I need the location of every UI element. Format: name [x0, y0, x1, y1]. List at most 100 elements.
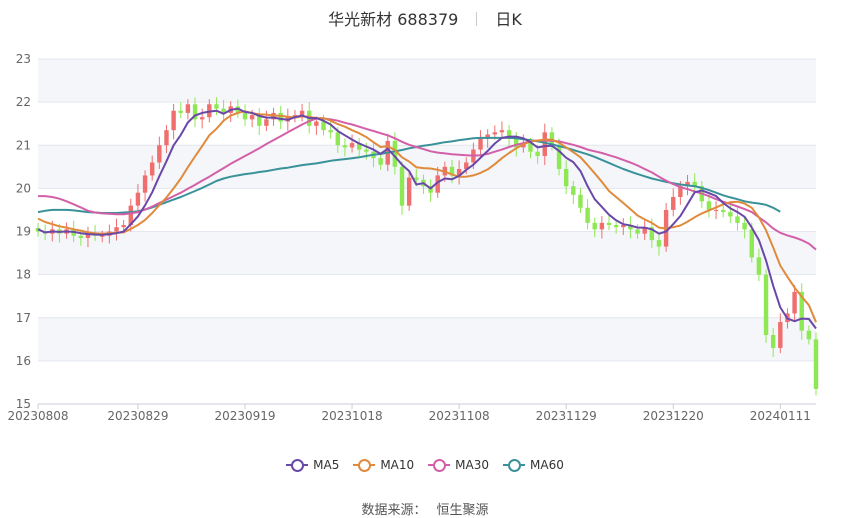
candle-body — [414, 177, 419, 180]
candle-body — [478, 138, 483, 150]
chart-header: 华光新材 688379 日K — [0, 6, 850, 30]
candle-body — [157, 145, 162, 163]
candle-body — [499, 130, 505, 133]
candle-body — [171, 110, 176, 131]
candle-body — [635, 229, 640, 234]
legend-ma60[interactable]: MA60 — [503, 458, 564, 472]
candle-body — [656, 240, 662, 247]
candle-body — [85, 233, 91, 238]
candle-body — [556, 145, 562, 169]
candle-body — [628, 225, 633, 230]
legend-marker-icon — [286, 459, 309, 472]
candle-body — [449, 166, 455, 176]
candle-body — [506, 130, 512, 139]
candle-body — [100, 235, 105, 237]
candle-body — [392, 140, 398, 167]
candle-body — [542, 132, 547, 157]
candle-body — [114, 227, 119, 232]
candle-body — [464, 162, 469, 169]
candle-body — [435, 175, 440, 193]
x-tick-label: 20231220 — [643, 409, 704, 423]
y-tick-label: 15 — [16, 397, 31, 411]
legend-label: MA30 — [455, 458, 490, 472]
candle-body — [692, 181, 697, 187]
candle-body — [606, 222, 612, 226]
grid-band — [38, 231, 816, 275]
candle-body — [599, 222, 605, 230]
period-label[interactable]: 日K — [495, 10, 522, 29]
candle-body — [199, 117, 205, 120]
legend-ma10[interactable]: MA10 — [353, 458, 414, 472]
x-tick-label: 20230808 — [7, 409, 68, 423]
ma30-line — [38, 117, 817, 251]
x-tick-label: 20230829 — [107, 409, 168, 423]
candle-body — [485, 134, 490, 139]
candle-body — [192, 104, 198, 120]
y-tick-label: 23 — [16, 52, 31, 66]
x-tick-label: 20231108 — [429, 409, 490, 423]
candle-body — [742, 222, 747, 230]
grid-band — [38, 59, 816, 103]
candle-body — [621, 225, 626, 228]
legend-marker-icon — [428, 459, 451, 472]
candle-body — [257, 115, 262, 126]
candle-body — [756, 257, 762, 275]
candle-body — [142, 175, 148, 193]
candle-body — [428, 186, 433, 193]
candle-body — [356, 143, 362, 150]
candle-body — [342, 145, 348, 148]
candle-body — [135, 192, 141, 206]
candle-body — [806, 330, 812, 340]
candle-body — [78, 235, 84, 238]
candle-body — [735, 216, 740, 223]
candle-body — [514, 138, 519, 148]
chart-legend: MA5 MA10 MA30 MA60 — [0, 458, 850, 474]
legend-ma5[interactable]: MA5 — [286, 458, 339, 472]
candle-body — [571, 186, 576, 195]
grid-band — [38, 145, 816, 189]
candle-body — [792, 291, 797, 314]
candle-body — [535, 151, 540, 157]
candle-body — [292, 115, 298, 118]
candle-body — [221, 108, 226, 113]
candle-body — [278, 112, 283, 122]
candle-body — [592, 222, 597, 230]
candle-body — [492, 132, 498, 135]
candle-body — [671, 197, 676, 210]
candle-body — [264, 119, 269, 126]
stock-title: 华光新材 688379 — [328, 10, 459, 29]
ma10-line — [37, 110, 817, 323]
kline-chart: 15 16 17 18 19 20 21 22 23 20230808 20230829 202309… — [7, 52, 819, 423]
candle-body — [214, 104, 219, 109]
candle-body — [185, 104, 191, 113]
ma5-line — [37, 107, 817, 330]
candle-body — [649, 227, 655, 241]
candle-body — [314, 121, 319, 126]
legend-ma30[interactable]: MA30 — [428, 458, 489, 472]
candle-body — [678, 186, 683, 197]
candle-body — [685, 181, 690, 187]
x-tick-label: 20240111 — [750, 409, 811, 423]
candle-body — [813, 339, 819, 389]
candle-body — [149, 162, 155, 176]
y-tick-label: 22 — [16, 95, 31, 109]
candle-body — [321, 121, 326, 131]
legend-label: MA60 — [530, 458, 564, 472]
candle-body — [770, 335, 776, 348]
candle-body — [578, 194, 583, 208]
candle-body — [249, 115, 255, 120]
x-tick-label: 20230919 — [214, 409, 275, 423]
candle-body — [749, 229, 754, 258]
y-tick-label: 16 — [16, 354, 31, 368]
y-tick-label: 21 — [16, 138, 31, 152]
grid-band — [38, 317, 816, 361]
data-source: 数据来源： 恒生聚源 — [0, 499, 850, 518]
candle-body — [178, 110, 183, 113]
source-label: 数据来源： — [361, 503, 427, 518]
candle-body — [720, 209, 726, 213]
legend-label: MA5 — [313, 458, 340, 472]
legend-marker-icon — [353, 459, 376, 472]
candle-body — [328, 130, 333, 133]
source-name: 恒生聚源 — [436, 503, 489, 518]
candle-body — [456, 168, 462, 176]
